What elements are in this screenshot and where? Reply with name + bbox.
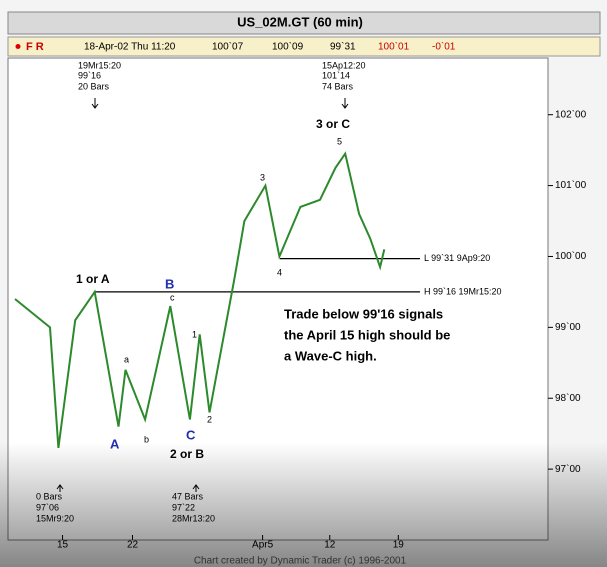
annotation: 97`06	[36, 502, 59, 512]
annotation: c	[170, 292, 175, 302]
annotation: 0 Bars	[36, 491, 63, 501]
note-line: a Wave-C high.	[284, 348, 377, 363]
annotation: 28Mr13:20	[172, 513, 215, 523]
y-tick-label: 97`00	[555, 463, 581, 475]
annotation: 47 Bars	[172, 491, 204, 501]
close: 100`01	[378, 41, 410, 53]
chart-title: US_02M.GT (60 min)	[237, 14, 363, 29]
level-label: H 99`16 19Mr15:20	[424, 286, 502, 296]
annotation: 1 or A	[76, 272, 110, 286]
annotation: 5	[337, 136, 342, 146]
y-tick-label: 100`00	[555, 250, 587, 262]
x-tick-label: 22	[127, 540, 139, 551]
y-tick-label: 101`00	[555, 179, 587, 191]
y-tick-label: 102`00	[555, 108, 587, 120]
x-tick-label: 19	[393, 540, 405, 551]
status-dot	[15, 44, 21, 49]
annotation: 4	[277, 267, 282, 277]
level-label: L 99`31 9Ap9:20	[424, 253, 490, 263]
annotation: 3	[260, 172, 265, 182]
x-tick-label: 12	[324, 540, 336, 551]
low: 99`31	[330, 41, 356, 53]
annotation: 74 Bars	[322, 81, 354, 91]
y-tick-label: 98`00	[555, 392, 581, 404]
annotation: 2 or B	[170, 447, 204, 461]
flags[interactable]: F R	[26, 41, 44, 53]
date: 18-Apr-02 Thu 11:20	[84, 42, 176, 53]
annotation: B	[165, 276, 174, 291]
open: 100`07	[212, 41, 244, 53]
annotation: 19Mr15:20	[78, 60, 121, 70]
annotation: 3 or C	[316, 117, 350, 131]
footer: Chart created by Dynamic Trader (c) 1996…	[194, 556, 407, 567]
annotation: C	[186, 427, 196, 442]
note-line: the April 15 high should be	[284, 327, 450, 342]
annotation: 20 Bars	[78, 81, 110, 91]
annotation: 99`16	[78, 70, 101, 80]
annotation: b	[144, 434, 149, 444]
annotation: a	[124, 354, 129, 364]
note-line: Trade below 99'16 signals	[284, 306, 443, 321]
annotation: 15Mr9:20	[36, 513, 74, 523]
annotation: 15Ap12:20	[322, 60, 366, 70]
annotation: 97`22	[172, 502, 195, 512]
annotation: 101`14	[322, 70, 350, 80]
x-tick-label: 15	[57, 540, 69, 551]
annotation: A	[110, 436, 120, 451]
y-tick-label: 99`00	[555, 321, 581, 333]
high: 100`09	[272, 41, 304, 53]
x-tick-label: Apr5	[252, 540, 274, 551]
annotation: 2	[207, 414, 212, 424]
annotation: 1	[192, 329, 197, 339]
change: -0`01	[432, 41, 456, 53]
